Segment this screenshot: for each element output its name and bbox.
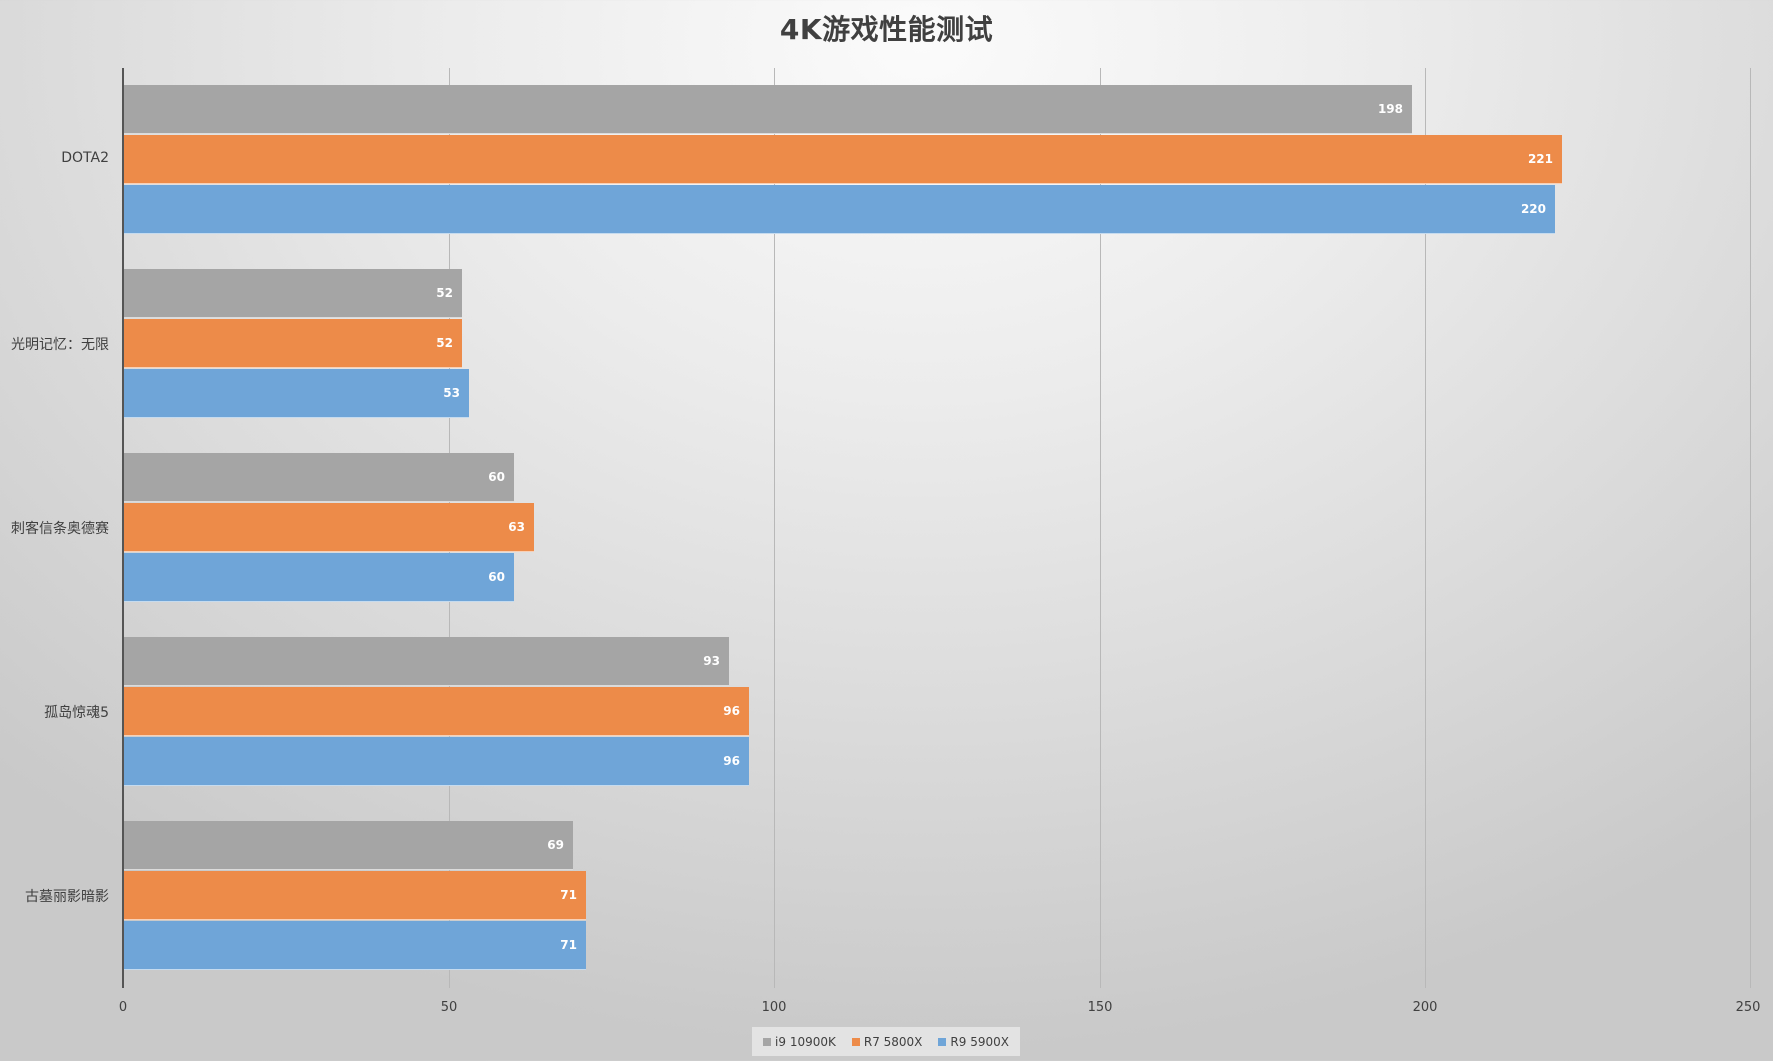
data-label: 63 (508, 520, 525, 534)
data-label: 60 (488, 470, 505, 484)
legend-item-r7-5800x[interactable]: R7 5800X (851, 1034, 923, 1049)
legend-swatch-icon (851, 1037, 860, 1046)
bar-dota2-r9-5900x: 220 (124, 185, 1555, 234)
category-label-far-cry5: 孤岛惊魂5 (44, 705, 109, 721)
legend-label: i9 10900K (775, 1034, 836, 1049)
data-label: 220 (1520, 202, 1546, 216)
chart-title: 4K游戏性能测试 (779, 13, 994, 46)
bar-far-cry5-r9-5900x: 96 (124, 737, 749, 786)
bar-dota2-r7-5800x: 221 (124, 135, 1562, 184)
data-label: 96 (723, 704, 740, 718)
category-label-tomb-raider: 古墓丽影暗影 (25, 889, 109, 905)
data-label: 52 (436, 286, 453, 300)
bar-far-cry5-r7-5800x: 96 (124, 687, 749, 736)
bar-far-cry5-i9-10900k: 93 (124, 637, 729, 686)
x-tick-0: 0 (118, 1000, 128, 1015)
legend-label: R7 5800X (863, 1034, 923, 1049)
data-label: 69 (547, 838, 564, 852)
data-label: 96 (723, 754, 740, 768)
x-tick-150: 150 (1087, 1000, 1113, 1015)
data-label: 71 (560, 888, 577, 902)
x-tick-100: 100 (761, 1000, 787, 1015)
data-label: 93 (703, 654, 720, 668)
data-label: 198 (1377, 102, 1403, 116)
x-tick-200: 200 (1412, 1000, 1438, 1015)
bar-ac-odyssey-i9-10900k: 60 (124, 453, 514, 502)
category-axis-line (122, 68, 124, 988)
bar-bright-memory-r7-5800x: 52 (124, 319, 462, 368)
plot-area: 198 221 220 52 52 53 60 63 60 93 96 96 6… (122, 68, 1751, 988)
legend-item-r9-5900x[interactable]: R9 5900X (938, 1035, 1009, 1049)
data-label: 71 (560, 938, 577, 952)
category-label-ac-odyssey: 刺客信条奥德赛 (11, 521, 109, 537)
category-label-dota2: DOTA2 (61, 150, 109, 166)
bar-ac-odyssey-r9-5900x: 60 (124, 553, 514, 602)
legend-item-i9-10900k[interactable]: i9 10900K (763, 1035, 836, 1049)
data-label: 53 (443, 386, 460, 400)
legend-swatch-icon (938, 1037, 947, 1046)
bar-ac-odyssey-r7-5800x: 63 (124, 503, 534, 552)
bar-dota2-i9-10900k: 198 (124, 85, 1412, 134)
legend-swatch-icon (763, 1037, 772, 1046)
bar-tomb-raider-i9-10900k: 69 (124, 821, 573, 870)
bar-tomb-raider-r9-5900x: 71 (124, 921, 586, 970)
gridline-200 (1425, 68, 1426, 988)
x-tick-50: 50 (440, 1000, 458, 1015)
chart-legend: i9 10900K R7 5800X R9 5900X (752, 1027, 1020, 1056)
bar-bright-memory-r9-5900x: 53 (124, 369, 469, 418)
data-label: 221 (1527, 152, 1553, 166)
bar-bright-memory-i9-10900k: 52 (124, 269, 462, 318)
data-label: 52 (436, 336, 453, 350)
gridline-250 (1750, 68, 1751, 988)
legend-label: R9 5900X (950, 1034, 1009, 1049)
x-tick-250: 250 (1735, 1000, 1761, 1015)
category-label-bright-memory: 光明记忆：无限 (11, 337, 109, 353)
gridline-150 (1100, 68, 1101, 988)
data-label: 60 (488, 570, 505, 584)
gridline-100 (774, 68, 775, 988)
bar-tomb-raider-r7-5800x: 71 (124, 871, 586, 920)
